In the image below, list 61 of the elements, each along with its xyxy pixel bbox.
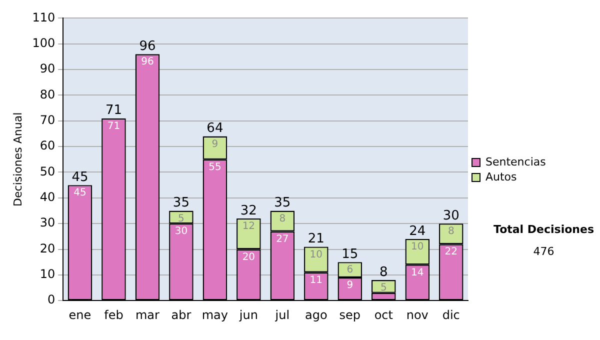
x-tick-label: abr [171, 308, 192, 322]
total-label: 35 [274, 196, 291, 211]
data-label: 5 [380, 282, 387, 294]
data-label: 27 [276, 234, 289, 245]
y-tick-label: 30 [40, 216, 56, 230]
data-label: 22 [444, 246, 458, 258]
data-label: 96 [141, 56, 154, 68]
total-label: 96 [139, 39, 156, 54]
text: 476 [533, 245, 554, 258]
data-label: 45 [74, 188, 86, 199]
y-tick-label: 50 [40, 164, 56, 178]
total-label: 64 [206, 121, 224, 136]
data-label: 20 [242, 252, 256, 263]
total-label: 15 [342, 246, 358, 262]
x-tick-label: feb [104, 308, 124, 322]
data-label: 8 [279, 213, 286, 224]
y-tick-label: 110 [32, 10, 56, 24]
x-tick-label: may [202, 308, 228, 322]
data-label: 10 [411, 242, 424, 253]
data-label: 71 [107, 120, 120, 132]
x-tick-label: jun [238, 308, 258, 322]
legend-label: Autos [486, 170, 518, 184]
data-label: 6 [346, 264, 354, 276]
x-tick-label: nov [406, 308, 428, 322]
data-label: 10 [310, 249, 323, 260]
total-label: 24 [409, 224, 426, 239]
y-tick-label: 80 [40, 87, 56, 102]
data-label: 9 [346, 280, 354, 292]
data-label: 8 [448, 226, 454, 238]
y-axis-title: Decisiones Anual [11, 112, 24, 206]
x-tick-label: jul [274, 308, 290, 322]
y-tick-label: 20 [40, 241, 56, 256]
y-tick-label: 0 [47, 292, 56, 307]
text: Total Decisiones [494, 223, 594, 236]
total-label: 32 [240, 203, 257, 218]
legend-label: Sentencias [486, 155, 546, 168]
total-label: 35 [172, 196, 190, 211]
data-label: 11 [310, 274, 323, 286]
data-label: 55 [208, 162, 222, 173]
x-tick-label: dic [442, 308, 460, 322]
data-label: 5 [178, 213, 184, 224]
data-label: 14 [411, 267, 424, 278]
y-tick-label: 70 [40, 113, 56, 128]
y-tick-label: 10 [40, 267, 56, 282]
x-tick-label: oct [374, 308, 394, 322]
x-tick-label: ago [305, 308, 328, 322]
x-tick-label: sep [339, 308, 361, 322]
y-tick-label: 40 [40, 190, 56, 204]
y-tick-label: 100 [32, 36, 56, 50]
total-label: 71 [105, 103, 122, 118]
data-label: 9 [212, 138, 218, 150]
x-tick-label: mar [135, 308, 160, 322]
total-label: 30 [442, 208, 460, 224]
y-tick-label: 60 [40, 138, 56, 153]
x-tick-label: ene [68, 308, 92, 322]
total-label: 8 [380, 264, 388, 280]
data-label: 30 [174, 226, 188, 238]
total-label: 45 [72, 170, 88, 185]
total-label: 21 [308, 232, 324, 247]
data-label: 12 [242, 221, 256, 232]
y-tick-label: 90 [40, 62, 56, 76]
